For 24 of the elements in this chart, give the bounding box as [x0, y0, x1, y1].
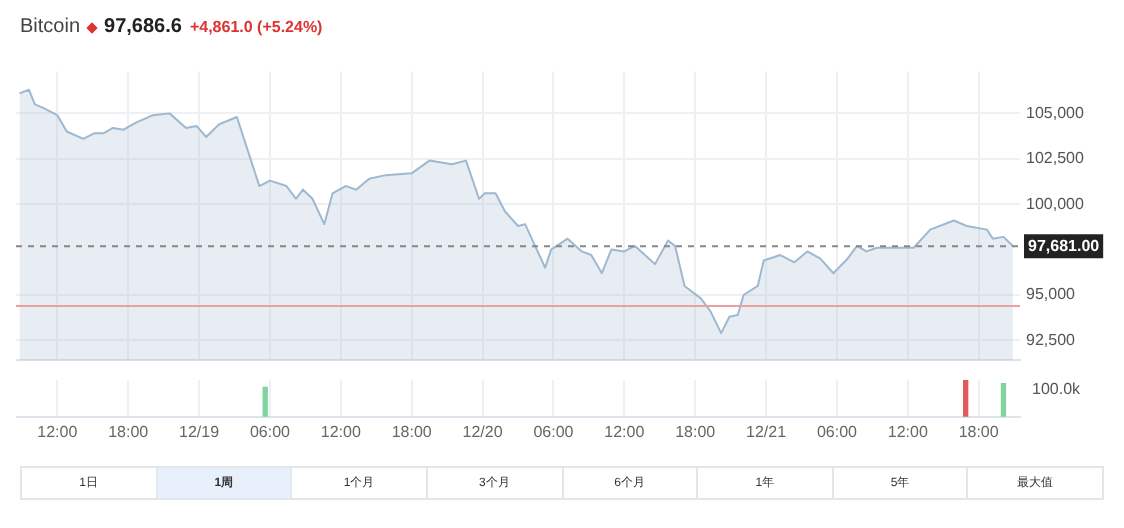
x-tick-label: 12/21 — [746, 422, 788, 441]
x-tick-label: 12:00 — [604, 422, 646, 441]
x-tick-label: 12:00 — [320, 422, 362, 441]
x-tick-label: 12/20 — [462, 422, 504, 441]
text: +4,861.0 (+5.24%) — [189, 18, 323, 36]
x-tick-label: 06:00 — [249, 422, 292, 441]
x-tick-label: 18:00 — [108, 422, 150, 441]
y-tick-label: 95,000 — [1026, 285, 1077, 304]
x-tick-label: 12:00 — [887, 422, 929, 441]
x-tick-label: 06:00 — [533, 422, 575, 441]
x-tick-label: 18:00 — [958, 422, 1000, 441]
ref-line-label: 97,681.00 — [1028, 236, 1101, 255]
y-tick-label: 102,500 — [1026, 149, 1085, 168]
y-tick-label: 92,500 — [1026, 330, 1077, 349]
chart-subtitle: 97,686.6 — [104, 16, 182, 38]
y-tick-label: 105,000 — [1026, 103, 1085, 122]
y-tick-label: 100,000 — [1026, 194, 1085, 213]
text: 100.0k — [1032, 380, 1083, 399]
x-tick-label: 12/19 — [179, 422, 221, 441]
x-tick-label: 06:00 — [816, 422, 859, 441]
x-tick-label: 18:00 — [675, 422, 717, 441]
chart-title: Bitcoin — [20, 16, 81, 38]
x-tick-label: 18:00 — [391, 422, 433, 441]
x-tick-label: 12:00 — [37, 422, 79, 441]
